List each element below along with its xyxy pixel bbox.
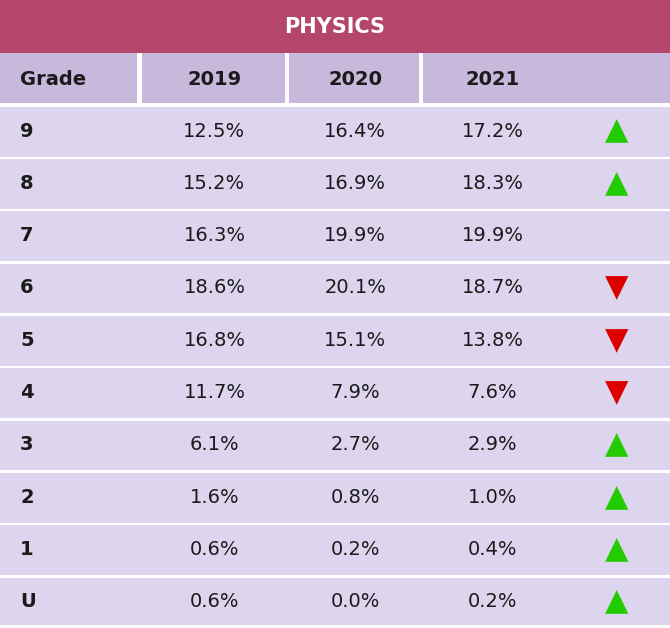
Text: 7.6%: 7.6%	[468, 383, 517, 402]
Bar	[0, 209, 670, 212]
Text: ▼: ▼	[604, 273, 628, 303]
Text: 0.2%: 0.2%	[330, 540, 380, 559]
Text: 18.3%: 18.3%	[462, 174, 523, 193]
Text: 11.7%: 11.7%	[184, 383, 245, 402]
Bar	[0, 103, 670, 106]
Text: 2020: 2020	[328, 70, 382, 89]
Bar	[0, 261, 670, 264]
Text: 5: 5	[20, 331, 34, 350]
Text: ▲: ▲	[604, 535, 628, 564]
Bar	[419, 53, 423, 105]
Bar	[0, 156, 670, 159]
Text: 18.6%: 18.6%	[184, 278, 245, 298]
Text: U: U	[20, 592, 36, 611]
Bar	[0, 104, 670, 107]
Text: ▲: ▲	[604, 587, 628, 616]
Text: 0.2%: 0.2%	[468, 592, 517, 611]
Text: 13.8%: 13.8%	[462, 331, 523, 350]
Text: 2019: 2019	[188, 70, 241, 89]
Text: 0.6%: 0.6%	[190, 592, 239, 611]
Bar	[0, 576, 670, 628]
Text: 2.7%: 2.7%	[330, 435, 380, 455]
Text: ▼: ▼	[604, 326, 628, 355]
Text: ▲: ▲	[604, 169, 628, 198]
Text: 1: 1	[20, 540, 34, 559]
Bar	[0, 575, 670, 578]
Text: 0.6%: 0.6%	[190, 540, 239, 559]
Text: 0.8%: 0.8%	[330, 488, 380, 507]
Text: ▼: ▼	[604, 378, 628, 407]
Text: 8: 8	[20, 174, 34, 193]
Bar	[0, 419, 670, 471]
Text: 16.8%: 16.8%	[184, 331, 245, 350]
Text: 2021: 2021	[466, 70, 519, 89]
Text: Grade: Grade	[20, 70, 86, 89]
Text: 2.9%: 2.9%	[468, 435, 517, 455]
Text: 16.4%: 16.4%	[324, 122, 386, 141]
Bar	[0, 418, 670, 421]
Text: 6: 6	[20, 278, 34, 298]
Text: 7: 7	[20, 226, 34, 245]
Bar	[0, 262, 670, 314]
Bar	[0, 105, 670, 157]
Text: 3: 3	[20, 435, 34, 455]
Text: 19.9%: 19.9%	[462, 226, 523, 245]
Text: ▲: ▲	[604, 483, 628, 512]
Text: 1.0%: 1.0%	[468, 488, 517, 507]
Text: 2: 2	[20, 488, 34, 507]
Text: 12.5%: 12.5%	[184, 122, 245, 141]
Text: 7.9%: 7.9%	[330, 383, 380, 402]
Bar	[0, 0, 670, 53]
Text: 0.4%: 0.4%	[468, 540, 517, 559]
Bar	[0, 313, 670, 316]
Text: 18.7%: 18.7%	[462, 278, 523, 298]
Bar	[0, 522, 670, 525]
Text: 20.1%: 20.1%	[324, 278, 386, 298]
Bar	[0, 365, 670, 368]
Text: 16.9%: 16.9%	[324, 174, 386, 193]
Bar	[0, 523, 670, 576]
Bar	[0, 470, 670, 473]
Text: 4: 4	[20, 383, 34, 402]
Text: ▲: ▲	[604, 430, 628, 460]
Text: 19.9%: 19.9%	[324, 226, 386, 245]
Bar	[0, 367, 670, 419]
Bar	[0, 53, 670, 105]
Bar	[137, 53, 142, 105]
Bar	[285, 53, 289, 105]
Text: 6.1%: 6.1%	[190, 435, 239, 455]
Text: PHYSICS: PHYSICS	[285, 17, 385, 36]
Text: 16.3%: 16.3%	[184, 226, 245, 245]
Bar	[0, 471, 670, 523]
Text: 0.0%: 0.0%	[330, 592, 380, 611]
Text: 1.6%: 1.6%	[190, 488, 239, 507]
Bar	[0, 210, 670, 262]
Bar	[0, 157, 670, 210]
Text: 15.2%: 15.2%	[184, 174, 245, 193]
Text: ▲: ▲	[604, 117, 628, 146]
Text: 17.2%: 17.2%	[462, 122, 523, 141]
Bar	[0, 625, 670, 628]
Bar	[0, 314, 670, 366]
Text: 15.1%: 15.1%	[324, 331, 386, 350]
Text: 9: 9	[20, 122, 34, 141]
